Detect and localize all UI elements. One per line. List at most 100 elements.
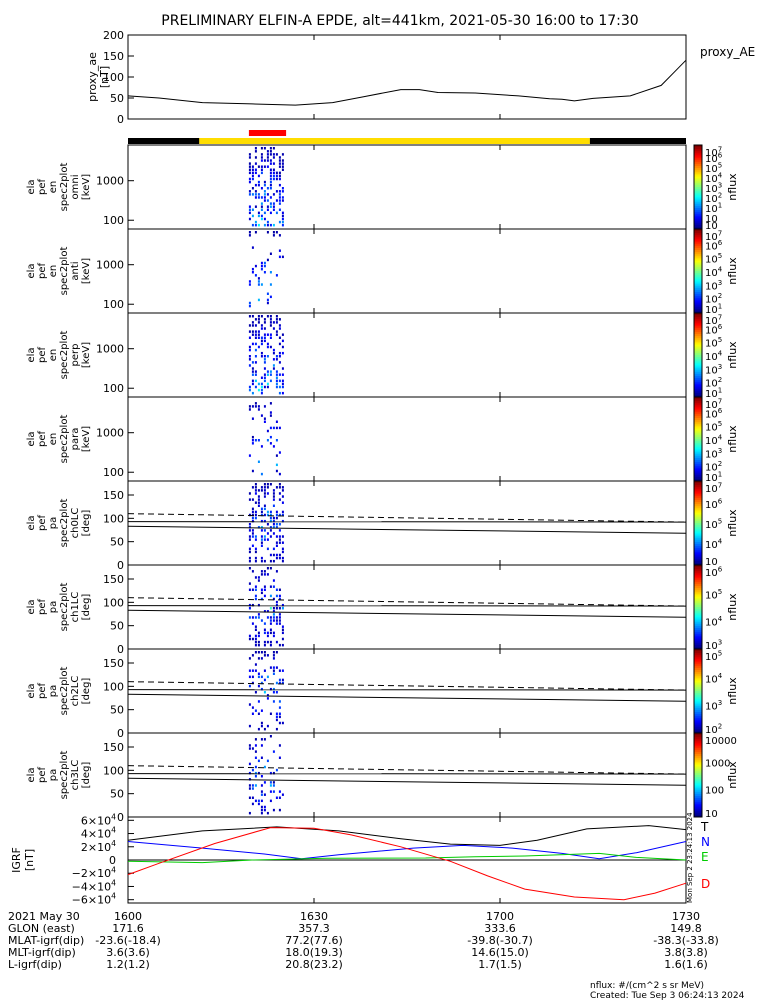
en-perp-cell <box>248 364 251 367</box>
pa-ch2-cell <box>275 651 278 654</box>
en-omni-cell <box>260 217 263 221</box>
pa-ch0-cell <box>275 510 278 514</box>
table-cell: 1600 <box>114 910 142 923</box>
pa-ch1-cell <box>251 588 254 591</box>
en-perp-cell <box>257 318 260 321</box>
pa-ch3-cell <box>248 787 251 790</box>
pa-ch0-cell <box>278 538 281 541</box>
en-omni-cell <box>257 196 260 199</box>
pa-ch1-colorbar-cell <box>694 628 702 631</box>
pa-ch1-cell <box>269 631 272 635</box>
pa-ch2-ylabel: spec2plot <box>59 667 70 716</box>
pa-ch2-frame <box>127 648 687 734</box>
en-perp-frame <box>127 312 687 398</box>
en-omni-cell <box>272 162 275 165</box>
pa-ch2-colorbar-cell <box>694 661 702 665</box>
pa-ch0-cell <box>269 535 272 538</box>
en-omni-colorbar-cell <box>694 157 702 161</box>
en-anti-colorbar-cell <box>694 266 702 270</box>
en-perp-cell <box>269 315 272 318</box>
pa-ch0-cell <box>272 504 275 507</box>
en-para-cell <box>278 426 281 430</box>
en-para-colorbar-cell <box>694 428 702 432</box>
pa-ch0-colorbar-cell <box>694 510 702 513</box>
en-omni-cell <box>260 202 263 205</box>
en-perp-cell <box>254 385 257 389</box>
en-para-colorbar-label: 106 <box>705 407 723 421</box>
en-omni-colorbar-cell <box>694 203 702 207</box>
en-omni-cell <box>263 190 266 193</box>
pa-ch3-cell <box>263 781 266 784</box>
pa-ch0-cell <box>281 513 284 517</box>
pa-ch1-cell <box>275 570 278 573</box>
pa-ch0-ylabel: spec2plot <box>59 499 70 548</box>
en-para-colorbar-cell <box>694 405 702 408</box>
en-perp-cell <box>266 355 269 358</box>
pa-ch0-cell <box>281 535 284 538</box>
en-omni-cell <box>260 171 263 175</box>
en-anti-ylabel: anti <box>70 261 81 280</box>
pa-ch0-colorbar-cell <box>694 487 702 490</box>
pa-ch3-cell <box>263 805 266 809</box>
en-omni-cell <box>248 153 251 156</box>
pa-ch3-cell <box>272 808 275 812</box>
en-perp-cell <box>272 321 275 324</box>
pa-ch1-cell <box>278 613 281 616</box>
en-omni-cell <box>257 174 260 178</box>
en-omni-cell <box>275 199 278 202</box>
pa-ch2-cell <box>248 724 251 728</box>
pa-ch0-cell <box>272 523 275 526</box>
en-para-colorbar-cell <box>694 415 702 419</box>
pa-ch0-cell <box>266 483 269 486</box>
pa-ch1-ytick-label: 150 <box>103 573 124 586</box>
pa-ch1-colorbar-cell <box>694 632 702 635</box>
pa-ch1-cell <box>269 643 272 647</box>
pa-ch3-colorbar-label: 100 <box>705 785 724 796</box>
pa-ch2-colorbar-cell <box>694 672 702 675</box>
en-perp-colorbar-cell <box>694 325 702 329</box>
en-anti-colorbar-cell <box>694 256 702 259</box>
en-anti-cell <box>260 283 263 286</box>
en-anti-colorbar-cell <box>694 310 702 314</box>
en-anti-colorbar-cell <box>694 239 702 243</box>
en-omni-cell <box>260 168 263 171</box>
en-omni-cell <box>266 187 269 190</box>
en-para-colorbar-cell <box>694 447 702 450</box>
status-bar-marker <box>248 130 287 136</box>
en-anti-ylabel: [keV] <box>81 258 92 284</box>
pa-ch0-cell <box>248 538 251 541</box>
pa-ch0-cell <box>266 547 269 551</box>
table-cell: 1.7(1.5) <box>478 958 522 971</box>
en-para-cell <box>269 442 272 445</box>
pa-ch3-cell <box>260 756 263 759</box>
en-perp-colorbar-cell <box>694 348 702 352</box>
pa-ch1-colorbar-cell <box>694 604 702 608</box>
pa-ch0-cell <box>248 556 251 560</box>
pa-ch2-colorbar-cell <box>694 670 702 673</box>
en-omni-cell <box>281 190 284 193</box>
en-perp-cell <box>248 315 251 318</box>
en-anti-colorbar-label: 104 <box>705 266 723 280</box>
pa-ch3-colorbar-cell <box>694 793 702 797</box>
pa-ch1-colorbar-label: 106 <box>705 566 723 580</box>
pa-ch3-cell <box>275 768 278 772</box>
pa-ch2-colorbar-title: nflux <box>726 677 739 705</box>
en-omni-cell <box>251 174 254 178</box>
en-perp-cell <box>260 376 263 379</box>
pa-ch1-ylabel: ch1LC <box>70 592 81 623</box>
en-perp-colorbar-cell <box>694 378 702 381</box>
pa-ch1-cell <box>263 573 266 576</box>
pa-ch0-cell <box>275 513 278 517</box>
en-omni-cell <box>269 223 272 227</box>
en-perp-cell <box>257 315 260 318</box>
pa-ch3-colorbar-cell <box>694 741 702 744</box>
pa-ch1-colorbar-cell <box>694 565 702 568</box>
pa-ch1-cell <box>254 640 257 644</box>
pa-ch0-cell <box>248 559 251 563</box>
table-row-label: MLAT-igrf(dip) <box>8 934 84 947</box>
pa-ch0-colorbar-cell <box>694 556 702 560</box>
en-anti-cell <box>263 264 266 268</box>
en-perp-cell <box>260 382 263 386</box>
pa-ch0-cell <box>275 523 278 526</box>
